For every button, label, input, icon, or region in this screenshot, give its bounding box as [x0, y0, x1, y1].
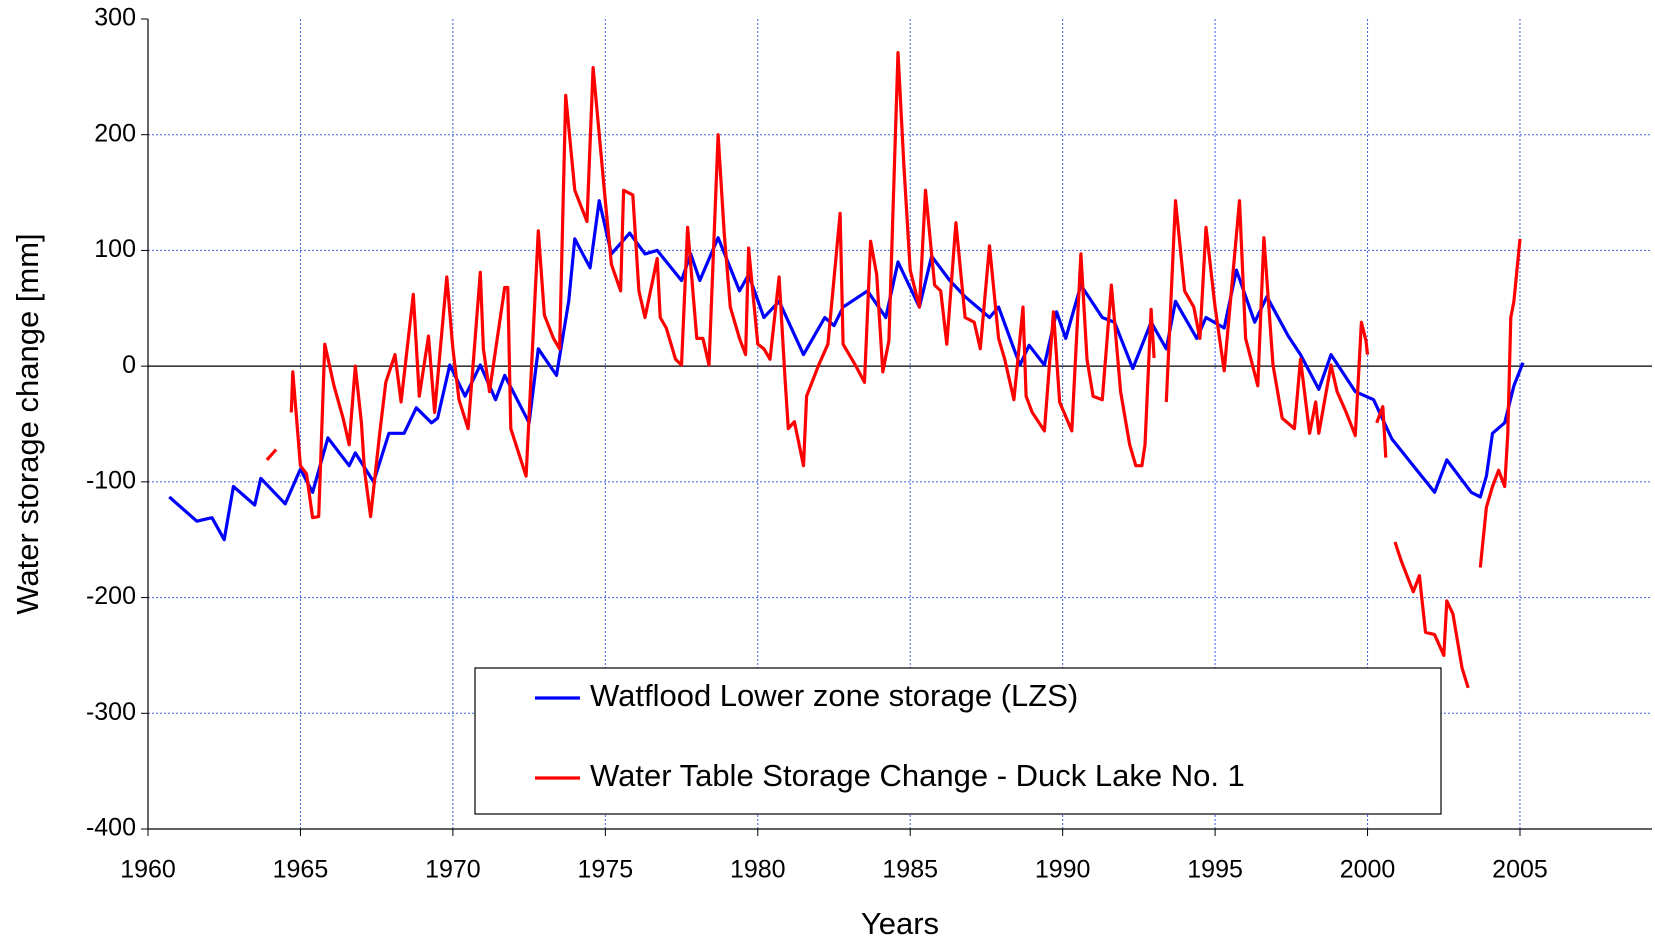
x-tick-label: 1975 — [578, 856, 634, 884]
legend-box — [474, 667, 1442, 815]
y-tick-label: -200 — [86, 582, 136, 610]
y-tick-label: -300 — [86, 698, 136, 726]
y-tick-label: 300 — [94, 4, 136, 32]
x-tick-label: 1985 — [882, 856, 938, 884]
y-tick-label: -100 — [86, 466, 136, 494]
legend-label: Watflood Lower zone storage (LZS) — [590, 678, 1078, 713]
legend-label: Water Table Storage Change - Duck Lake N… — [590, 758, 1245, 793]
x-tick-label: 1970 — [425, 856, 481, 884]
y-tick-label: 200 — [94, 119, 136, 147]
y-tick-label: 100 — [94, 235, 136, 263]
x-tick-label: 2005 — [1492, 856, 1548, 884]
y-tick-label: 0 — [122, 351, 136, 379]
x-tick-label: 1990 — [1035, 856, 1091, 884]
y-axis-title: Water storage change [mm] — [10, 233, 45, 614]
x-tick-label: 1960 — [120, 856, 176, 884]
series-line — [168, 199, 1525, 542]
y-tick-label: -400 — [86, 814, 136, 842]
x-tick-label: 1995 — [1187, 856, 1243, 884]
x-tick-label: 1980 — [730, 856, 786, 884]
x-axis-title: Years — [861, 906, 939, 941]
series-line — [265, 51, 1522, 689]
x-tick-label: 2000 — [1340, 856, 1396, 884]
x-tick-label: 1965 — [273, 856, 329, 884]
